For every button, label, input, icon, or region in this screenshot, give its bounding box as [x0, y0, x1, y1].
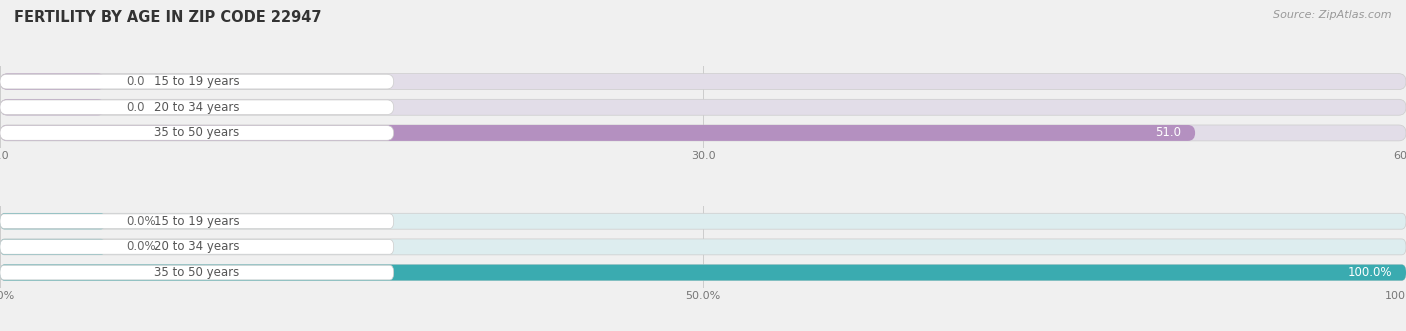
FancyBboxPatch shape [0, 74, 394, 89]
Text: 51.0: 51.0 [1156, 126, 1181, 139]
FancyBboxPatch shape [0, 73, 105, 90]
Text: Source: ZipAtlas.com: Source: ZipAtlas.com [1274, 10, 1392, 20]
Text: 0.0: 0.0 [127, 101, 145, 114]
Text: 35 to 50 years: 35 to 50 years [155, 266, 239, 279]
FancyBboxPatch shape [0, 99, 1406, 115]
Text: 0.0%: 0.0% [127, 215, 156, 228]
FancyBboxPatch shape [0, 213, 105, 229]
Text: 20 to 34 years: 20 to 34 years [155, 101, 239, 114]
Text: FERTILITY BY AGE IN ZIP CODE 22947: FERTILITY BY AGE IN ZIP CODE 22947 [14, 10, 322, 25]
FancyBboxPatch shape [0, 126, 394, 140]
FancyBboxPatch shape [0, 125, 1195, 141]
FancyBboxPatch shape [0, 125, 1406, 141]
FancyBboxPatch shape [0, 213, 1406, 229]
Text: 35 to 50 years: 35 to 50 years [155, 126, 239, 139]
FancyBboxPatch shape [0, 239, 105, 255]
FancyBboxPatch shape [0, 240, 394, 254]
Text: 0.0: 0.0 [127, 75, 145, 88]
FancyBboxPatch shape [0, 73, 1406, 90]
Text: 100.0%: 100.0% [1347, 266, 1392, 279]
Text: 20 to 34 years: 20 to 34 years [155, 240, 239, 254]
Text: 15 to 19 years: 15 to 19 years [155, 75, 239, 88]
FancyBboxPatch shape [0, 239, 1406, 255]
FancyBboxPatch shape [0, 264, 1406, 281]
Text: 0.0%: 0.0% [127, 240, 156, 254]
FancyBboxPatch shape [0, 100, 394, 115]
FancyBboxPatch shape [0, 264, 1406, 281]
Text: 15 to 19 years: 15 to 19 years [155, 215, 239, 228]
FancyBboxPatch shape [0, 99, 105, 115]
FancyBboxPatch shape [0, 214, 394, 228]
FancyBboxPatch shape [0, 265, 394, 280]
